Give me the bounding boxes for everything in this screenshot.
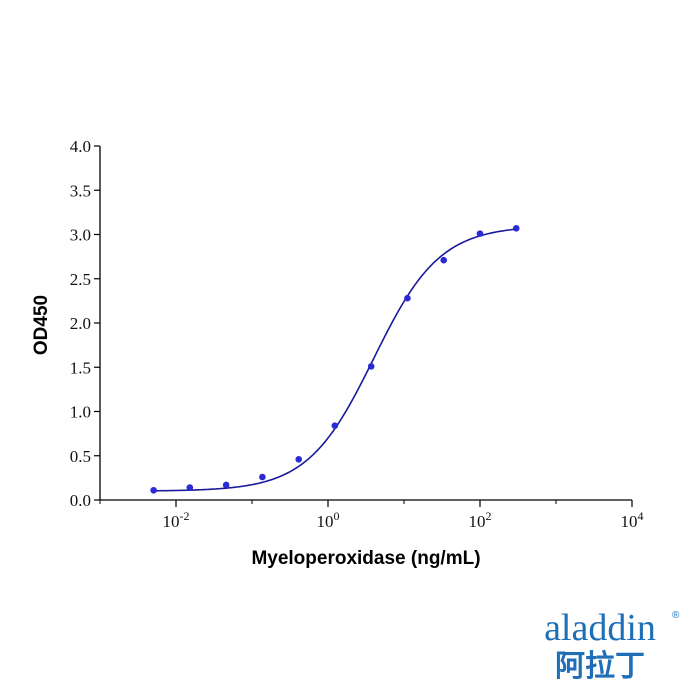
- data-point: [440, 256, 448, 264]
- x-tick-exponent: 0: [334, 509, 340, 523]
- logo-chinese: 阿拉丁: [555, 649, 645, 684]
- data-point: [512, 225, 520, 232]
- x-tick-exponent: 4: [638, 509, 644, 523]
- data-point: [404, 294, 411, 302]
- data-point: [222, 481, 230, 489]
- y-tick-label: 4.0: [70, 137, 91, 156]
- x-tick-base: 10: [317, 512, 334, 531]
- data-point: [295, 455, 303, 463]
- x-tick-label: 104: [621, 509, 644, 531]
- x-tick-base: 10: [163, 512, 180, 531]
- data-point: [259, 473, 266, 481]
- x-tick-base: 10: [469, 512, 486, 531]
- x-tick-label: 102: [469, 509, 492, 531]
- y-tick-label: 2.5: [70, 270, 91, 289]
- x-tick-exponent: -2: [180, 509, 190, 523]
- data-point: [367, 363, 375, 370]
- data-point: [476, 230, 484, 237]
- x-tick-base: 10: [621, 512, 638, 531]
- x-axis-label: Myeloperoxidase (ng/mL): [251, 548, 480, 569]
- data-point: [331, 422, 339, 429]
- data-point: [186, 484, 194, 491]
- y-tick-label: 0.0: [70, 491, 91, 510]
- data-point: [150, 486, 157, 494]
- logo-registered: ®: [672, 610, 680, 621]
- y-tick-label: 1.5: [70, 358, 91, 377]
- x-tick-label: 100: [317, 509, 340, 531]
- y-tick-label: 2.0: [70, 314, 91, 333]
- y-axis-label: OD450: [31, 295, 52, 355]
- y-tick-label: 0.5: [70, 447, 91, 466]
- y-tick-label: 3.5: [70, 181, 91, 200]
- fit-curve: [153, 228, 517, 492]
- x-tick-label: 10-2: [163, 509, 190, 531]
- y-tick-label: 3.0: [70, 226, 91, 245]
- logo: aladdin ® 阿拉丁: [544, 607, 680, 684]
- y-tick-label: 1.0: [70, 403, 91, 422]
- logo-brand: aladdin: [544, 607, 656, 649]
- x-tick-exponent: 2: [486, 509, 492, 523]
